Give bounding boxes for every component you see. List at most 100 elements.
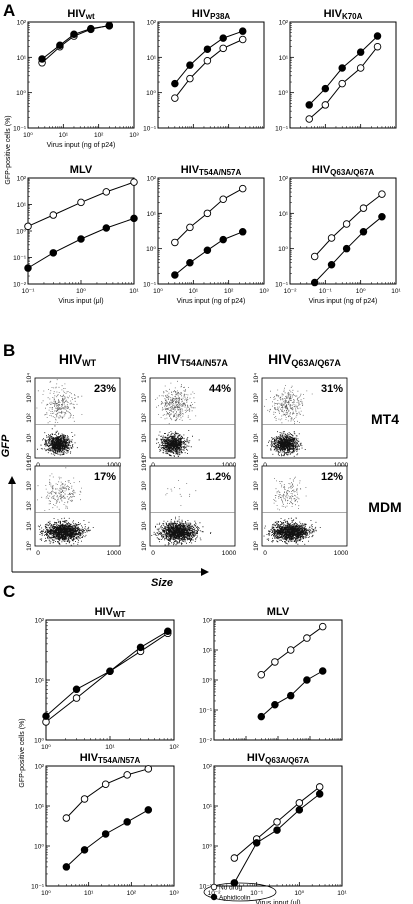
x-tick-label: 10⁻¹ bbox=[319, 288, 333, 295]
marker-aphidicolin bbox=[295, 806, 304, 814]
marker-no-drug bbox=[230, 854, 239, 862]
marker-aphidicolin bbox=[164, 627, 172, 635]
dot-cluster-negative bbox=[151, 516, 212, 546]
legend-marker-aphidicolin bbox=[210, 893, 218, 901]
flow-y-tick-label: 10¹ bbox=[253, 432, 260, 442]
flow-x-tick-label: 1000 bbox=[222, 462, 237, 469]
size-arrow-head bbox=[201, 568, 209, 576]
marker-no-drug bbox=[310, 252, 319, 261]
marker-no-drug bbox=[186, 223, 194, 232]
x-tick-label: 10¹ bbox=[59, 132, 69, 139]
marker-no-drug bbox=[101, 780, 110, 788]
flow-x-tick-label: 1000 bbox=[107, 550, 122, 557]
marker-no-drug bbox=[305, 115, 313, 123]
flow-plot-frame bbox=[149, 377, 236, 459]
y-tick-label: 10⁰ bbox=[146, 90, 156, 97]
flow-y-tick-label: 10² bbox=[253, 412, 260, 422]
marker-aphidicolin bbox=[271, 700, 279, 709]
y-tick-label: 10⁻¹ bbox=[199, 884, 213, 891]
flow-x-tick-label: 0 bbox=[151, 550, 155, 557]
marker-aphidicolin bbox=[102, 224, 111, 232]
x-tick-label: 10⁻¹ bbox=[250, 890, 264, 897]
flow-y-tick-label: 10¹ bbox=[141, 520, 148, 530]
x-tick-label: 10⁰ bbox=[41, 744, 51, 751]
marker-aphidicolin bbox=[359, 228, 368, 236]
flow-x-tick-label: 0 bbox=[36, 550, 40, 557]
flow-y-tick-label: 10¹ bbox=[253, 520, 260, 530]
y-tick-label: 10¹ bbox=[147, 211, 157, 218]
marker-aphidicolin bbox=[171, 79, 179, 88]
marker-no-drug bbox=[327, 234, 336, 242]
marker-aphidicolin bbox=[38, 55, 46, 63]
marker-aphidicolin bbox=[303, 676, 311, 684]
flow-y-tick-label: 10² bbox=[253, 500, 260, 510]
flow-y-tick-label: 10³ bbox=[141, 480, 148, 490]
flow-y-tick-label: 10² bbox=[26, 412, 33, 422]
marker-aphidicolin bbox=[56, 41, 64, 49]
x-tick-label: 10³ bbox=[129, 132, 139, 139]
marker-aphidicolin bbox=[130, 214, 138, 223]
y-tick-label: 10⁻¹ bbox=[13, 126, 27, 133]
marker-aphidicolin bbox=[101, 830, 110, 838]
y-tick-label: 10⁻¹ bbox=[143, 126, 157, 133]
dot-cluster-gfp-positive bbox=[36, 379, 83, 424]
chart-title: HIVP38A bbox=[192, 8, 231, 21]
marker-aphidicolin bbox=[77, 235, 85, 243]
x-tick-label: 10² bbox=[127, 890, 137, 897]
marker-aphidicolin bbox=[87, 24, 95, 33]
marker-no-drug bbox=[257, 670, 266, 679]
marker-aphidicolin bbox=[305, 101, 313, 109]
y-tick-label: 10² bbox=[203, 618, 213, 625]
flow-y-tick-label: 10⁰ bbox=[253, 453, 260, 463]
x-tick-label: 10² bbox=[224, 288, 234, 295]
y-tick-label: 10⁰ bbox=[16, 229, 26, 236]
marker-no-drug bbox=[238, 35, 247, 44]
series-line-open bbox=[66, 768, 149, 819]
chart-title: MLV bbox=[267, 606, 290, 618]
chart-frame bbox=[289, 177, 397, 285]
y-tick-label: 10¹ bbox=[35, 804, 45, 811]
chart-frame bbox=[27, 21, 135, 129]
marker-aphidicolin bbox=[123, 818, 131, 826]
marker-no-drug bbox=[80, 795, 89, 803]
y-tick-label: 10⁰ bbox=[34, 738, 44, 745]
dot-cluster-gfp-positive bbox=[273, 476, 307, 511]
series-line-filled bbox=[27, 217, 135, 269]
marker-aphidicolin bbox=[238, 228, 247, 236]
gfp-axis-label: GFP bbox=[0, 434, 12, 457]
flow-y-tick-label: 10¹ bbox=[26, 520, 33, 530]
x-tick-label: 10⁰ bbox=[356, 288, 366, 295]
marker-no-drug bbox=[171, 238, 179, 247]
x-tick-label: 10⁻² bbox=[284, 288, 298, 295]
flow-x-tick-label: 1000 bbox=[334, 550, 349, 557]
gfp-percent: 44% bbox=[209, 383, 231, 395]
legend-marker-no-drug bbox=[210, 883, 218, 891]
y-tick-label: 10² bbox=[17, 20, 27, 27]
x-axis-label: Virus input (ng of p24) bbox=[309, 298, 378, 305]
panel-letter-c: C bbox=[3, 582, 15, 601]
dot-cluster-negative bbox=[156, 430, 200, 457]
dot-cluster-gfp-positive bbox=[37, 467, 82, 511]
marker-aphidicolin bbox=[252, 839, 261, 847]
flow-y-tick-label: 10⁴ bbox=[253, 461, 260, 471]
y-tick-label: 10⁻¹ bbox=[143, 282, 157, 289]
marker-aphidicolin bbox=[144, 806, 153, 814]
gfp-percent: 23% bbox=[94, 383, 116, 395]
panel-a-y-axis-label: GFP-positive cells (%) bbox=[5, 115, 12, 184]
y-tick-label: 10² bbox=[147, 176, 157, 183]
marker-no-drug bbox=[203, 57, 212, 65]
flow-y-tick-label: 10³ bbox=[253, 392, 260, 402]
gfp-percent: 1.2% bbox=[206, 471, 231, 483]
marker-aphidicolin bbox=[62, 863, 71, 871]
marker-no-drug bbox=[49, 211, 58, 219]
chart-frame bbox=[45, 619, 175, 741]
flow-y-tick-label: 10² bbox=[26, 500, 33, 510]
y-tick-label: 10² bbox=[279, 20, 289, 27]
y-tick-label: 10⁰ bbox=[146, 246, 156, 253]
series-line-filled bbox=[233, 793, 321, 884]
marker-no-drug bbox=[321, 101, 330, 109]
y-tick-label: 10⁰ bbox=[202, 844, 212, 851]
